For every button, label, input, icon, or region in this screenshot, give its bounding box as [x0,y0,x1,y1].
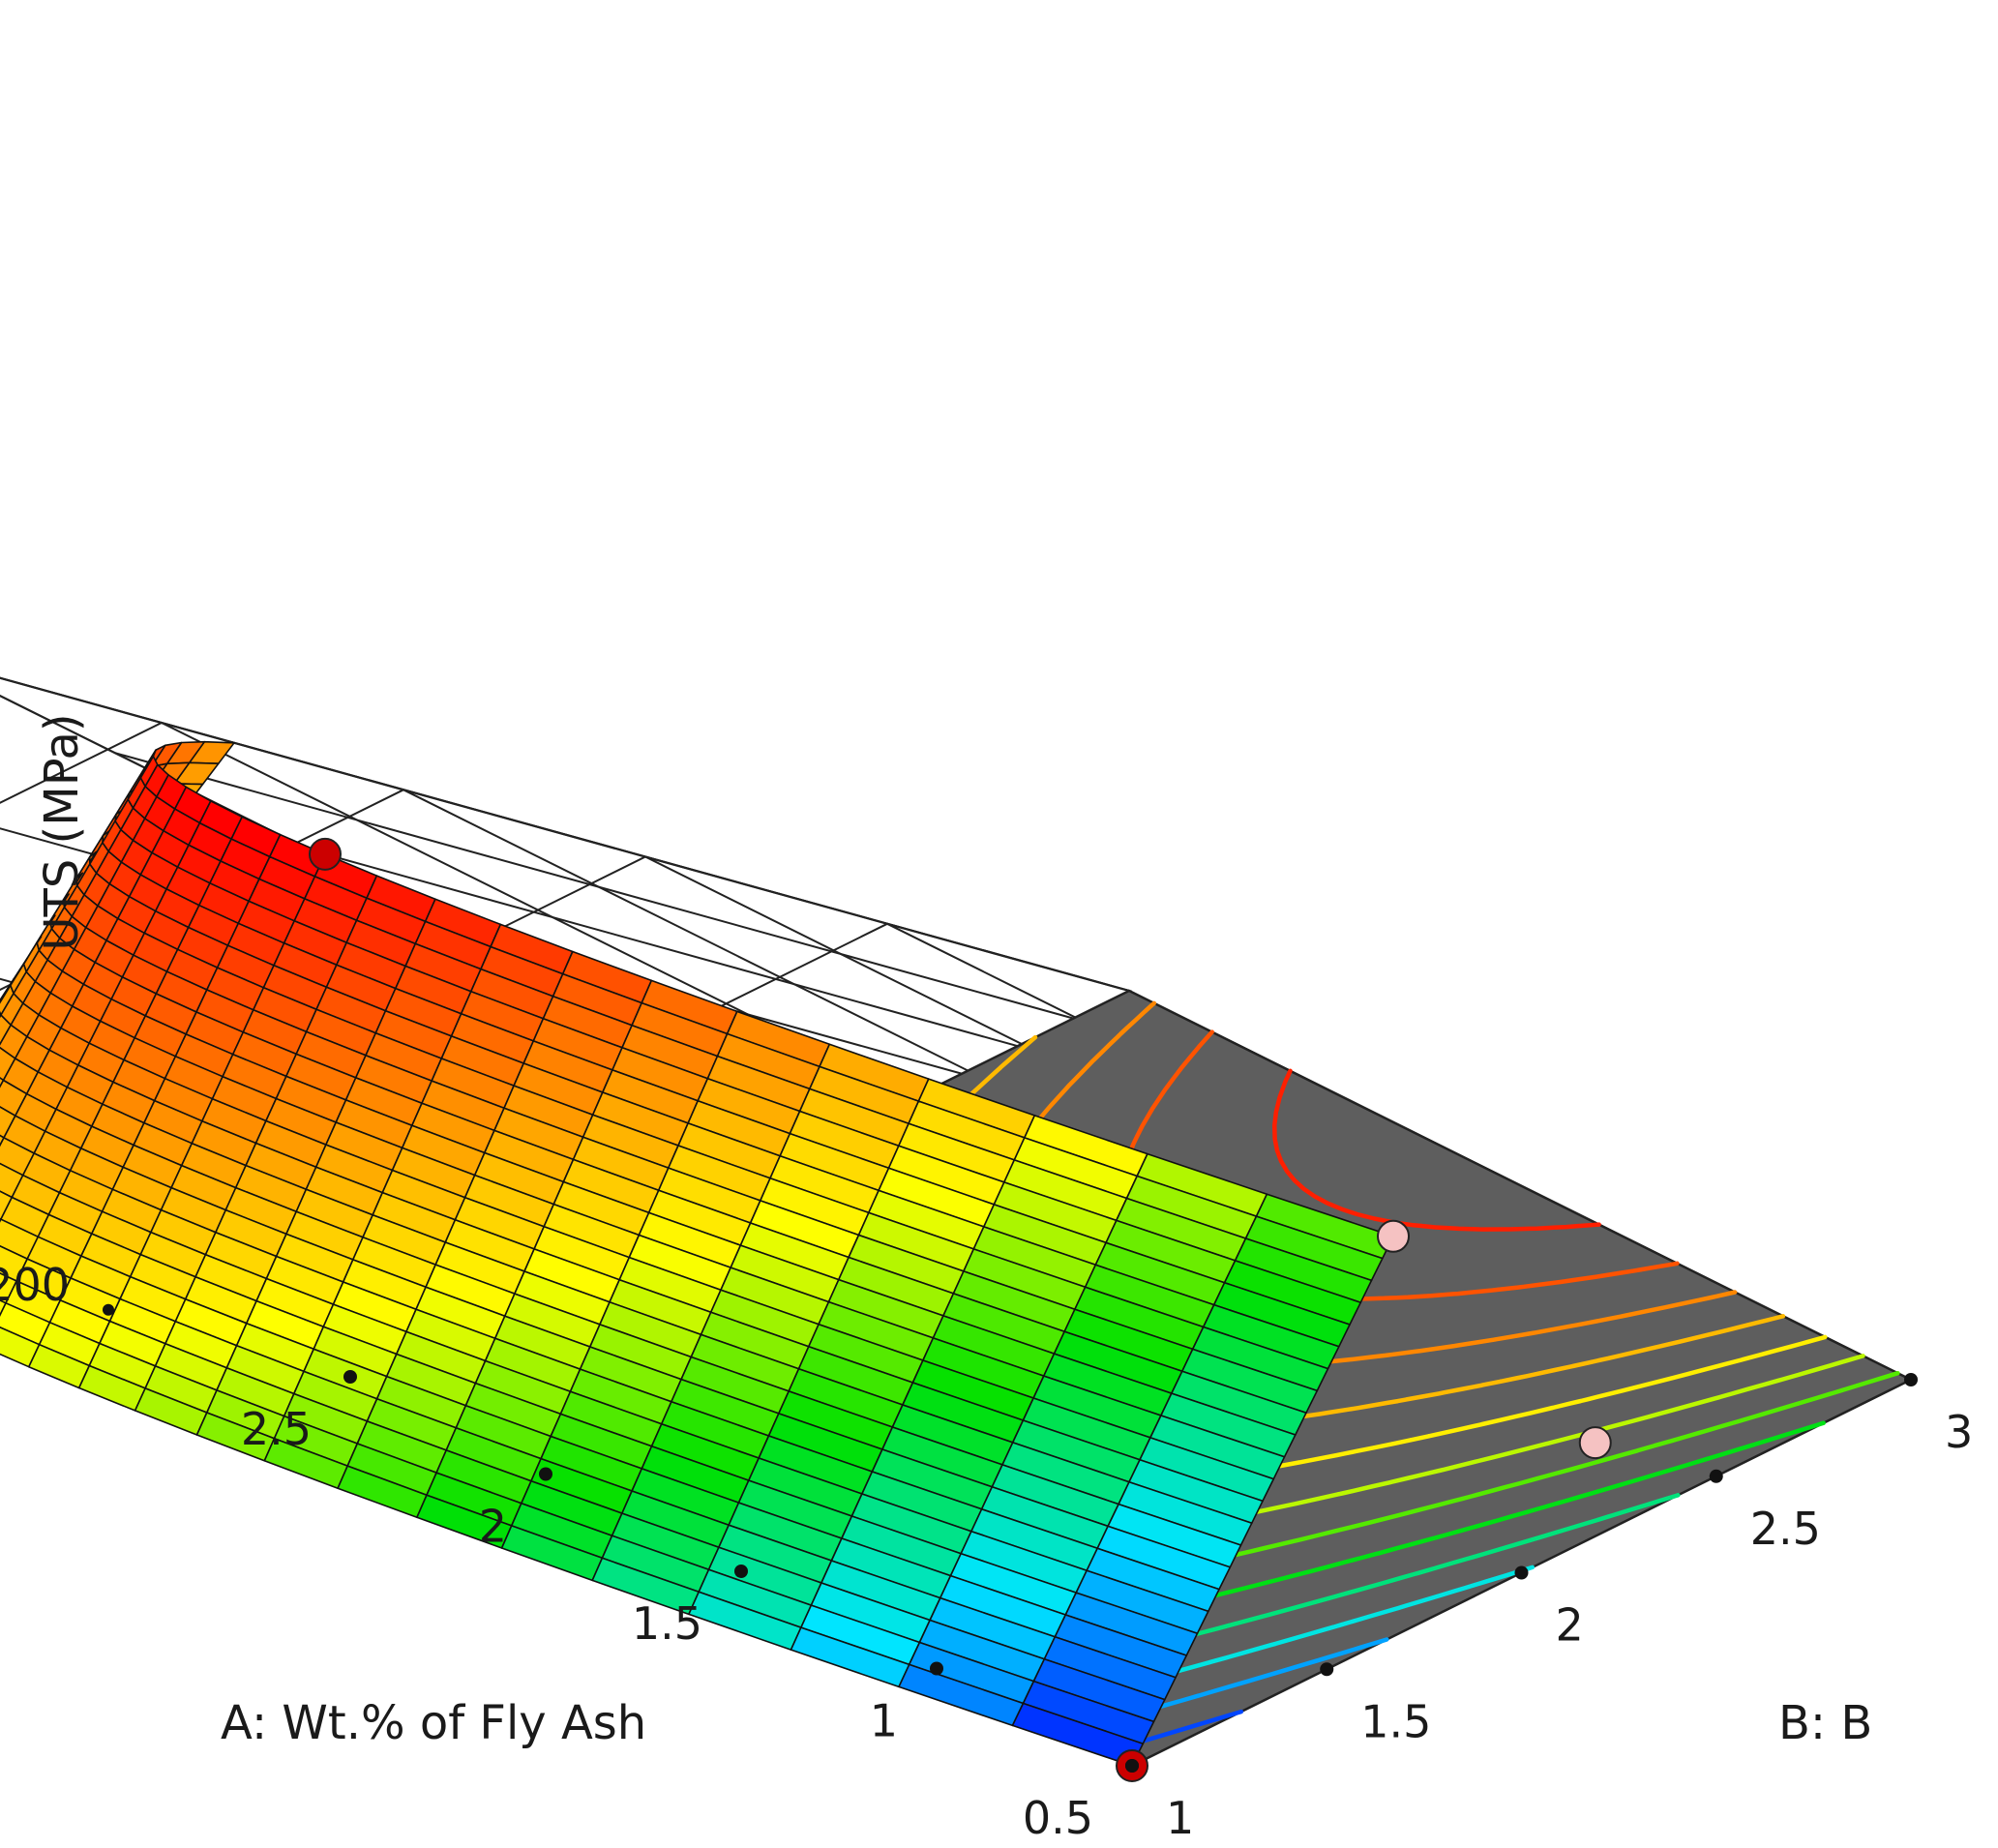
wall-gridline-a [0,676,1130,992]
x-tick-label: 1.5 [632,1597,702,1650]
z-tick-dot [103,1303,114,1316]
z-axis-title: UTS (MPa) [35,713,89,950]
y-tick-label: 1.5 [1360,1695,1431,1747]
contour-line [1271,1068,1601,1232]
y-tick-label: 1 [1166,1792,1194,1844]
x-tick-dot [343,1370,357,1384]
x-tick-label: 1 [870,1695,898,1747]
y-tick-dot [1320,1662,1334,1677]
x-tick-dot [930,1661,943,1676]
response-surface [0,740,1394,1767]
design-point [1377,1219,1410,1253]
design-point [309,837,342,871]
y-tick-label: 2 [1556,1599,1584,1652]
x-tick-dot [734,1565,748,1578]
y-tick-label: 3 [1945,1406,1973,1458]
x-tick-label: 2.5 [241,1403,312,1455]
y-tick-dot [1709,1469,1723,1483]
y-tick-dot [1904,1373,1918,1386]
axis-ticks: 2002503003504000.511.522.511.522.53 [0,1259,1973,1844]
z-tick-label: 200 [0,1259,70,1311]
y-tick-dot [1125,1759,1139,1773]
x-tick-label: 0.5 [1023,1792,1093,1844]
x-axis-title: A: Wt.% of Fly Ash [221,1696,646,1750]
x-tick-label: 2 [479,1501,507,1553]
design-point [1578,1426,1612,1460]
y-tick-dot [1514,1565,1529,1580]
y-tick-label: 2.5 [1750,1503,1821,1555]
y-axis-title: B: B [1778,1696,1872,1750]
x-tick-dot [539,1467,552,1481]
